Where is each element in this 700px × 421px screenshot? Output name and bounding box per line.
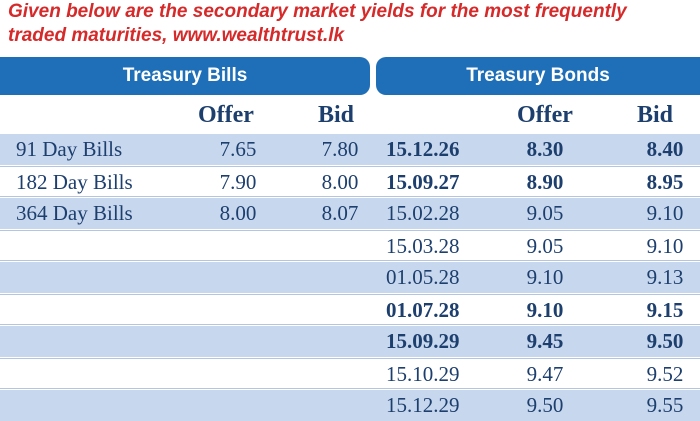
- bonds-offer-heading: Offer: [517, 102, 573, 128]
- bond-bid: 8.40: [646, 137, 684, 161]
- bill-name: 91 Day Bills: [16, 137, 123, 161]
- treasury-bills-header: Treasury Bills: [0, 57, 370, 95]
- bond-bid: 9.15: [646, 298, 684, 322]
- bond-maturity: 15.02.28: [386, 201, 460, 225]
- table-row: 15.09.29 9.45 9.50: [0, 326, 700, 357]
- bond-maturity: 15.03.28: [386, 234, 460, 258]
- bond-offer: 8.90: [526, 170, 564, 194]
- bill-offer: 8.00: [219, 201, 257, 225]
- bond-offer: 9.47: [526, 362, 564, 386]
- bond-bid: 9.10: [646, 234, 684, 258]
- bill-offer: 7.65: [219, 137, 257, 161]
- table-row: 01.05.28 9.10 9.13: [0, 262, 700, 293]
- bills-offer-heading: Offer: [198, 102, 254, 128]
- bill-name: 364 Day Bills: [16, 201, 133, 225]
- bond-bid: 9.52: [646, 362, 684, 386]
- caption-line-2: traded maturities, www.wealthtrust.lk: [8, 25, 345, 46]
- bill-bid: 8.00: [321, 170, 359, 194]
- table-row: 15.10.29 9.47 9.52: [0, 358, 700, 389]
- bond-maturity: 15.12.26: [386, 137, 460, 161]
- table-row: 01.07.28 9.10 9.15: [0, 294, 700, 325]
- bond-maturity: 15.12.29: [386, 393, 460, 417]
- bond-offer: 9.05: [526, 234, 564, 258]
- bond-bid: 9.10: [646, 201, 684, 225]
- bond-maturity: 15.09.29: [386, 329, 460, 353]
- bond-offer: 9.10: [526, 298, 564, 322]
- bond-maturity: 15.09.27: [386, 170, 460, 194]
- table-row: 91 Day Bills 7.65 7.80 15.12.26 8.30 8.40: [0, 134, 700, 165]
- table-row: 15.03.28 9.05 9.10: [0, 230, 700, 261]
- bond-maturity: 01.07.28: [386, 298, 460, 322]
- bond-bid: 9.50: [646, 329, 684, 353]
- bond-offer: 9.05: [526, 201, 564, 225]
- bond-offer: 9.45: [526, 329, 564, 353]
- bond-offer: 8.30: [526, 137, 564, 161]
- bond-bid: 9.55: [646, 393, 684, 417]
- treasury-bonds-header: Treasury Bonds: [376, 57, 700, 95]
- bills-bid-heading: Bid: [318, 102, 355, 128]
- bill-offer: 7.90: [219, 170, 257, 194]
- table-row: 182 Day Bills 7.90 8.00 15.09.27 8.90 8.95: [0, 166, 700, 197]
- bond-bid: 9.13: [646, 265, 684, 289]
- table-row: 364 Day Bills 8.00 8.07 15.02.28 9.05 9.10: [0, 198, 700, 229]
- bill-bid: 8.07: [321, 201, 359, 225]
- bond-maturity: 01.05.28: [386, 265, 460, 289]
- bond-offer: 9.10: [526, 265, 564, 289]
- bonds-bid-heading: Bid: [637, 102, 674, 128]
- bond-offer: 9.50: [526, 393, 564, 417]
- bond-maturity: 15.10.29: [386, 362, 460, 386]
- caption: Given below are the secondary market yie…: [8, 0, 698, 48]
- caption-line-1: Given below are the secondary market yie…: [8, 1, 627, 22]
- table-row: 15.12.29 9.50 9.55: [0, 390, 700, 421]
- bill-bid: 7.80: [321, 137, 359, 161]
- bill-name: 182 Day Bills: [16, 170, 133, 194]
- bond-bid: 8.95: [646, 170, 684, 194]
